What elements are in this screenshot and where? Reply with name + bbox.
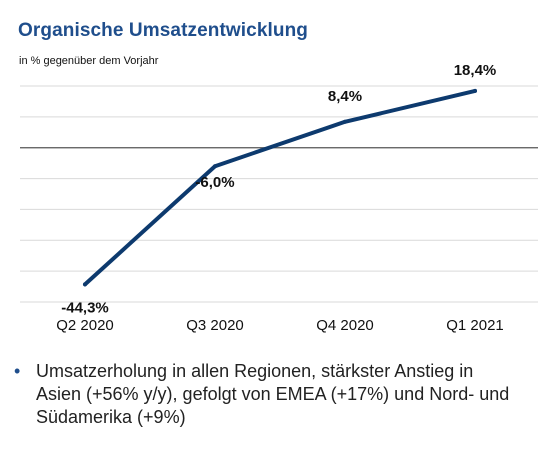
chart-subtitle: in % gegenüber dem Vorjahr xyxy=(19,55,159,67)
x-tick-label-1: Q2 2020 xyxy=(56,317,114,334)
x-tick-label-4: Q1 2021 xyxy=(446,317,504,334)
data-label-3: 8,4% xyxy=(328,88,362,105)
chart-title: Organische Umsatzentwicklung xyxy=(18,20,308,41)
line-chart: -44,3% -6,0% 8,4% 18,4% Q2 2020 Q3 2020 Q4 202… xyxy=(20,62,538,334)
data-label-1: -44,3% xyxy=(61,299,109,316)
data-point-2 xyxy=(213,164,217,169)
series-line xyxy=(83,88,477,287)
x-tick-label-3: Q4 2020 xyxy=(316,317,374,334)
x-tick-label-2: Q3 2020 xyxy=(186,317,244,334)
data-point-3 xyxy=(343,119,347,124)
data-point-4 xyxy=(473,88,477,93)
data-point-1 xyxy=(83,282,87,287)
bullet-text: Umsatzerholung in allen Regionen, stärks… xyxy=(36,361,510,427)
bullet-dot-icon: • xyxy=(14,361,21,381)
bullet-point: • Umsatzerholung in allen Regionen, stär… xyxy=(14,360,534,429)
data-label-2: -6,0% xyxy=(195,174,234,191)
data-label-4: 18,4% xyxy=(454,62,497,79)
